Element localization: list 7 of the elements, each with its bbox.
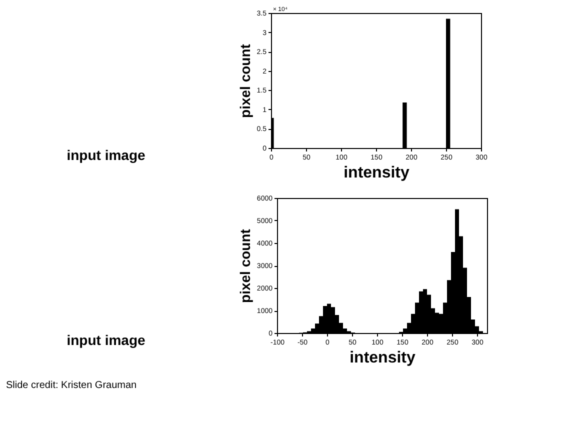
- x-axis-title: intensity: [350, 350, 416, 366]
- y-axis-title: pixel count: [236, 228, 253, 303]
- text: input image: [66, 147, 146, 163]
- text: Slide credit: Kristen Grauman: [6, 380, 137, 391]
- x-axis-title: intensity: [344, 164, 410, 182]
- text: input image: [66, 332, 146, 348]
- y-axis-title: pixel count: [236, 44, 253, 118]
